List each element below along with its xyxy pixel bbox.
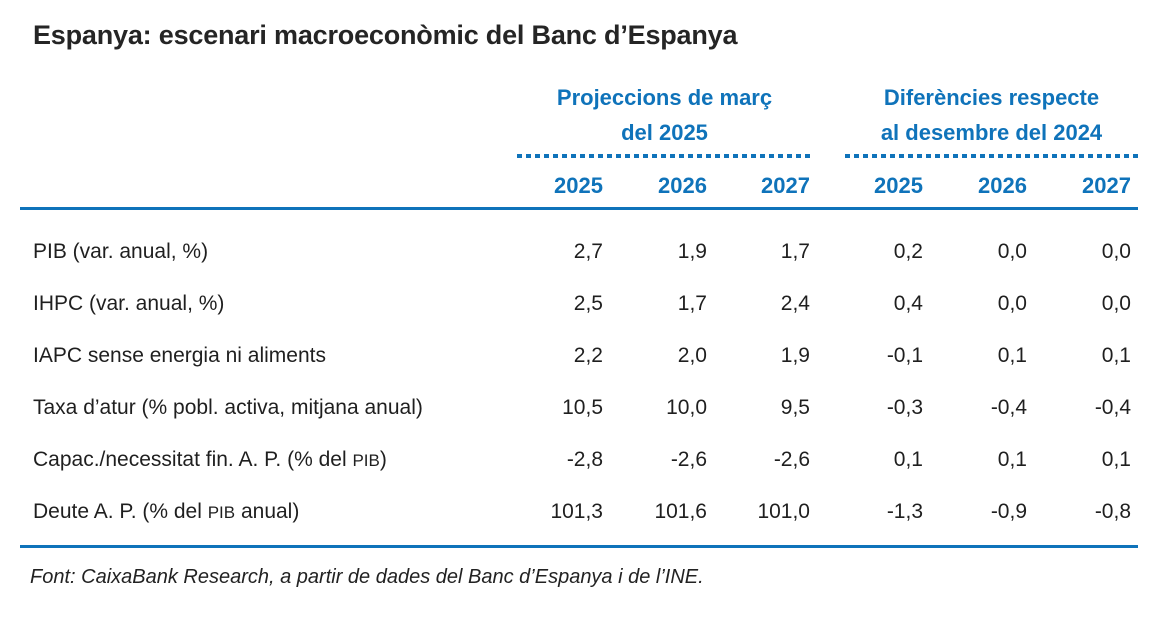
row-label: Deute A. P. (% del PIB anual)	[33, 500, 300, 523]
cell-value: 9,5	[780, 396, 810, 419]
cell-value: 10,5	[562, 396, 603, 419]
row-label: IHPC (var. anual, %)	[33, 292, 225, 315]
cell-value: 101,3	[550, 500, 603, 523]
cell-value: 2,0	[677, 344, 707, 367]
cell-value: -0,4	[990, 396, 1027, 419]
dotted-divider-differences	[845, 154, 1138, 158]
cell-value: 1,9	[677, 240, 707, 263]
column-group-projections: Projeccions de març del 2025	[517, 80, 812, 150]
cell-value: 0,2	[893, 240, 923, 263]
row-label: Taxa d’atur (% pobl. activa, mitjana anu…	[33, 396, 423, 419]
table-row: IHPC (var. anual, %) 2,5 1,7 2,4 0,4 0,0…	[20, 278, 1138, 330]
year-column-header: 2026	[978, 173, 1027, 198]
cell-value: 0,4	[893, 292, 923, 315]
table-top-rule	[20, 207, 1138, 210]
source-note: Font: CaixaBank Research, a partir de da…	[30, 566, 704, 588]
cell-value: 10,0	[666, 396, 707, 419]
column-group-title-line2: del 2025	[621, 120, 708, 145]
year-column-header: 2025	[874, 173, 923, 198]
table-row: PIB (var. anual, %) 2,7 1,9 1,7 0,2 0,0 …	[20, 226, 1138, 278]
row-label: PIB (var. anual, %)	[33, 240, 209, 263]
cell-value: 101,6	[654, 500, 707, 523]
cell-value: 2,2	[573, 344, 603, 367]
table-row: IAPC sense energia ni aliments 2,2 2,0 1…	[20, 330, 1138, 382]
cell-value: 0,1	[1101, 448, 1131, 471]
year-column-header: 2027	[761, 173, 810, 198]
cell-value: 0,1	[1101, 344, 1131, 367]
cell-value: -2,8	[566, 448, 603, 471]
cell-value: -1,3	[886, 500, 923, 523]
cell-value: 0,1	[997, 448, 1027, 471]
cell-value: -0,9	[990, 500, 1027, 523]
column-group-title-line2: al desembre del 2024	[880, 120, 1103, 145]
row-label: Capac./necessitat fin. A. P. (% del PIB)	[33, 448, 387, 471]
figure-title: Espanya: escenari macroeconòmic del Banc…	[33, 20, 738, 50]
column-group-differences: Diferències respecte al desembre del 202…	[845, 80, 1138, 150]
cell-value: 0,1	[997, 344, 1027, 367]
cell-value: 2,7	[573, 240, 603, 263]
cell-value: 0,0	[1101, 292, 1131, 315]
cell-value: 2,4	[780, 292, 810, 315]
table-row: Deute A. P. (% del PIB anual) 101,3 101,…	[20, 486, 1138, 538]
cell-value: -0,8	[1094, 500, 1131, 523]
year-header-row: 2025 2026 2027 2025 2026 2027	[20, 167, 1138, 205]
row-label: IAPC sense energia ni aliments	[33, 344, 326, 367]
table-row: Taxa d’atur (% pobl. activa, mitjana anu…	[20, 382, 1138, 434]
cell-value: 1,9	[780, 344, 810, 367]
year-column-header: 2025	[554, 173, 603, 198]
cell-value: -0,1	[886, 344, 923, 367]
cell-value: 0,0	[1101, 240, 1131, 263]
cell-value: 2,5	[573, 292, 603, 315]
column-group-title-line1: Diferències respecte	[883, 85, 1100, 110]
cell-value: -0,3	[886, 396, 923, 419]
dotted-divider-projections	[517, 154, 812, 158]
cell-value: 0,0	[997, 292, 1027, 315]
cell-value: -2,6	[773, 448, 810, 471]
cell-value: -2,6	[670, 448, 707, 471]
cell-value: 1,7	[780, 240, 810, 263]
cell-value: 0,0	[997, 240, 1027, 263]
cell-value: 101,0	[757, 500, 810, 523]
year-column-header: 2026	[658, 173, 707, 198]
table-bottom-rule	[20, 545, 1138, 548]
cell-value: 1,7	[677, 292, 707, 315]
table-row: Capac./necessitat fin. A. P. (% del PIB)…	[20, 434, 1138, 486]
column-group-title-line1: Projeccions de març	[556, 85, 773, 110]
year-column-header: 2027	[1082, 173, 1131, 198]
cell-value: -0,4	[1094, 396, 1131, 419]
cell-value: 0,1	[893, 448, 923, 471]
table-body: PIB (var. anual, %) 2,7 1,9 1,7 0,2 0,0 …	[20, 210, 1138, 538]
